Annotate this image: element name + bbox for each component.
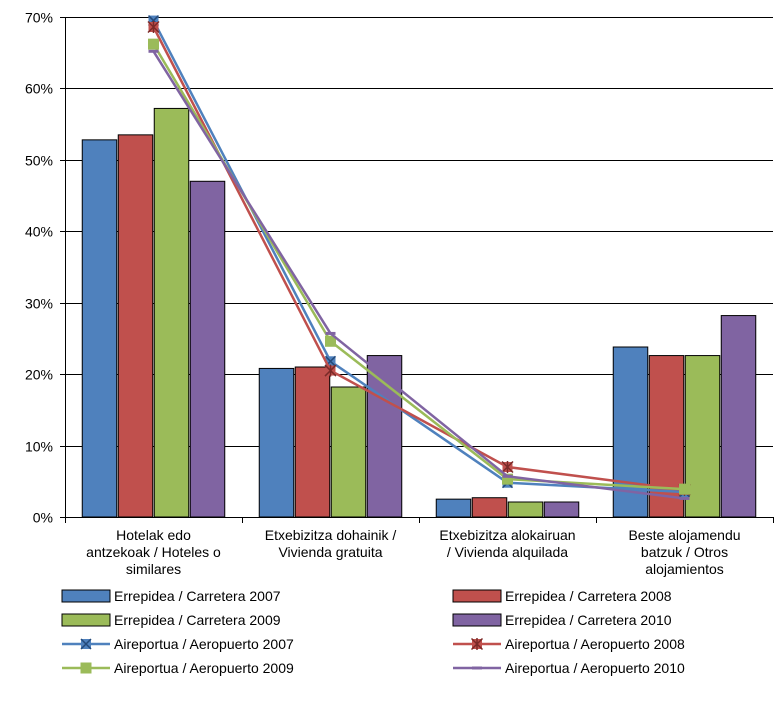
x-category-label-line: / Vivienda alquilada	[447, 544, 568, 560]
legend-label: Errepidea / Carretera 2007	[114, 588, 281, 604]
x-category-label-line: antzekoak / Hoteles o	[86, 544, 221, 560]
x-category-label-line: Vivienda gratuita	[278, 544, 382, 560]
x-category-label-line: batzuk / Otros	[641, 544, 728, 560]
series-line	[152, 50, 685, 500]
bar	[153, 107, 190, 518]
y-tick-label: 70%	[25, 10, 53, 26]
bar	[471, 497, 508, 518]
line-marker	[148, 38, 159, 50]
legend-label: Errepidea / Carretera 2008	[505, 588, 672, 604]
bar	[507, 501, 544, 518]
bar	[720, 315, 757, 518]
line-marker	[679, 483, 690, 495]
x-category-label: Etxebizitza alokairuan / Vivienda alquila…	[439, 527, 575, 560]
legend-swatch	[452, 613, 502, 627]
legend-label: Aireportua / Aeropuerto 2010	[505, 660, 685, 676]
legend-label: Aireportua / Aeropuerto 2008	[505, 636, 685, 652]
x-category-label: Hotelak edo antzekoak / Hoteles o similare…	[86, 527, 221, 577]
line-marker	[80, 662, 92, 674]
legend-swatch	[61, 613, 111, 627]
bar	[684, 355, 721, 518]
bar	[366, 355, 403, 518]
legend-label: Aireportua / Aeropuerto 2009	[114, 660, 294, 676]
line-marker	[147, 20, 160, 34]
legend-swatch	[452, 589, 502, 603]
x-category-label: Etxebizitza dohainik / Vivienda gratuita	[265, 527, 397, 560]
y-tick-label: 0%	[33, 510, 53, 526]
bars	[81, 107, 757, 518]
line-marker	[325, 335, 336, 347]
bar	[117, 134, 154, 518]
series-line	[152, 19, 685, 494]
y-tick-label: 50%	[25, 153, 53, 169]
x-category-label-line: alojamientos	[645, 561, 724, 577]
y-tick-labels: 0% 10% 20% 30% 40% 50% 60% 70%	[25, 10, 53, 526]
legend: Errepidea / Carretera 2007 Errepidea / Ca…	[61, 588, 685, 676]
line-marker	[501, 460, 514, 474]
x-category-labels: Hotelak edo antzekoak / Hoteles o similare…	[86, 527, 740, 577]
bar	[189, 180, 226, 518]
x-category-label: Beste alojamendu batzuk / Otros alojamient…	[628, 527, 740, 577]
legend-swatch	[61, 589, 111, 603]
axes	[60, 17, 774, 523]
line-marker	[324, 364, 337, 377]
x-category-label-line: Etxebizitza alokairuan	[439, 527, 575, 543]
y-tick-label: 20%	[25, 367, 53, 383]
bar	[81, 139, 118, 518]
y-tick-label: 40%	[25, 224, 53, 240]
bar	[330, 386, 367, 518]
line-marker	[470, 637, 484, 651]
bar	[294, 366, 331, 518]
bar	[543, 501, 580, 518]
bar	[435, 498, 472, 518]
legend-label: Errepidea / Carretera 2010	[505, 612, 672, 628]
lines	[147, 15, 691, 500]
legend-label: Aireportua / Aeropuerto 2007	[114, 636, 294, 652]
x-category-label-line: similares	[126, 561, 181, 577]
series-line	[152, 26, 685, 492]
line-marker	[80, 638, 92, 650]
x-category-label-line: Etxebizitza dohainik /	[265, 527, 397, 543]
y-tick-label: 30%	[25, 296, 53, 312]
y-tick-label: 10%	[25, 439, 53, 455]
y-tick-label: 60%	[25, 81, 53, 97]
x-category-label-line: Hotelak edo	[116, 527, 191, 543]
x-category-label-line: Beste alojamendu	[628, 527, 740, 543]
line-marker	[502, 473, 513, 485]
bar	[258, 367, 295, 518]
legend-label: Errepidea / Carretera 2009	[114, 612, 281, 628]
